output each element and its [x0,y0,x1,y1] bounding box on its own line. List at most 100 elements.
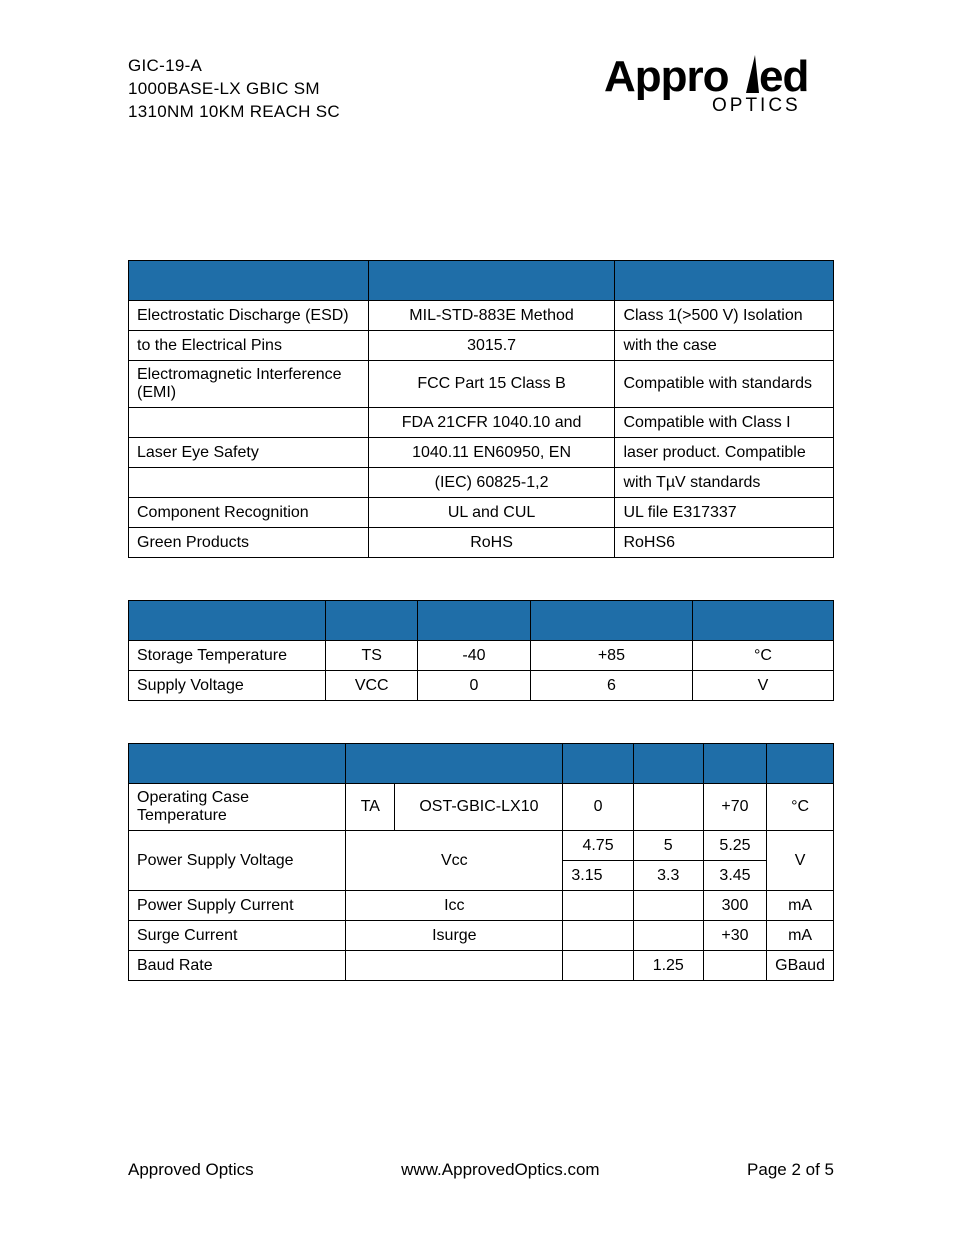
table-header-cell [418,601,531,641]
cell: 300 [703,891,766,921]
page-header: GIC-19-A 1000BASE-LX GBIC SM 1310NM 10KM… [128,55,834,130]
cell [633,891,703,921]
cell: mA [767,921,834,951]
cell: Component Recognition [129,498,369,528]
cell: 3.45 [703,861,766,891]
table-header-cell [633,744,703,784]
cell: with the case [615,331,834,361]
operating-conditions-table: Operating Case Temperature TA OST-GBIC-L… [128,743,834,981]
table-row: Laser Eye Safety1040.11 EN60950, ENlaser… [129,438,834,468]
cell: Class 1(>500 V) Isolation [615,301,834,331]
table-header-row [129,261,834,301]
cell: VCC [326,671,418,701]
cell: 4.75 [563,831,633,861]
cell: 3.3 [633,861,703,891]
table-header-cell [129,261,369,301]
cell: 5.25 [703,831,766,861]
cell [563,891,633,921]
cell: 3015.7 [368,331,615,361]
cell: FCC Part 15 Class B [368,361,615,408]
cell: OST-GBIC-LX10 [395,784,563,831]
cell: +70 [703,784,766,831]
table-header-cell [767,744,834,784]
cell: with TµV standards [615,468,834,498]
cell: 5 [633,831,703,861]
table-header-cell [615,261,834,301]
table-row: to the Electrical Pins3015.7with the cas… [129,331,834,361]
cell: to the Electrical Pins [129,331,369,361]
absolute-max-ratings-table: Storage TemperatureTS-40+85°C Supply Vol… [128,600,834,701]
table-row: Component RecognitionUL and CULUL file E… [129,498,834,528]
cell: RoHS6 [615,528,834,558]
table-row: Green ProductsRoHSRoHS6 [129,528,834,558]
cell: 0 [418,671,531,701]
regulatory-compliance-table: Electrostatic Discharge (ESD)MIL-STD-883… [128,260,834,558]
cell: Electrostatic Discharge (ESD) [129,301,369,331]
cell: Compatible with standards [615,361,834,408]
table-row: (IEC) 60825-1,2with TµV standards [129,468,834,498]
table-header-cell [346,744,563,784]
cell: Storage Temperature [129,641,326,671]
cell: 1040.11 EN60950, EN [368,438,615,468]
cell: MIL-STD-883E Method [368,301,615,331]
product-id-block: GIC-19-A 1000BASE-LX GBIC SM 1310NM 10KM… [128,55,340,124]
cell: Electromagnetic Interference (EMI) [129,361,369,408]
cell: laser product. Compatible [615,438,834,468]
cell: +30 [703,921,766,951]
footer-page-number: Page 2 of 5 [747,1160,834,1180]
table-row: Power Supply Current Icc 300 mA [129,891,834,921]
cell [703,951,766,981]
table-row: Electrostatic Discharge (ESD)MIL-STD-883… [129,301,834,331]
table-row: Electromagnetic Interference (EMI)FCC Pa… [129,361,834,408]
cell [346,951,563,981]
table-row: Power Supply Voltage Vcc 4.75 5 5.25 V [129,831,834,861]
table-row: FDA 21CFR 1040.10 andCompatible with Cla… [129,408,834,438]
cell: °C [692,641,833,671]
svg-text:ed: ed [759,52,808,101]
cell: Operating Case Temperature [129,784,346,831]
table-header-cell [368,261,615,301]
approved-optics-logo: Appro ed OPTICS [604,45,834,130]
cell [563,921,633,951]
table-row: Supply VoltageVCC06V [129,671,834,701]
page-content: GIC-19-A 1000BASE-LX GBIC SM 1310NM 10KM… [0,0,954,981]
cell: Supply Voltage [129,671,326,701]
cell [129,408,369,438]
footer-url: www.ApprovedOptics.com [401,1160,599,1180]
cell: Power Supply Voltage [129,831,346,891]
table-header-cell [129,601,326,641]
table-header-row [129,601,834,641]
cell: V [692,671,833,701]
cell [633,784,703,831]
cell: Power Supply Current [129,891,346,921]
product-code: GIC-19-A [128,55,340,78]
table-header-cell [563,744,633,784]
table-header-cell [692,601,833,641]
cell: Surge Current [129,921,346,951]
table-row: Surge Current Isurge +30 mA [129,921,834,951]
svg-text:OPTICS: OPTICS [712,95,801,116]
cell: Vcc [346,831,563,891]
table-header-row [129,744,834,784]
cell: +85 [530,641,692,671]
cell: (IEC) 60825-1,2 [368,468,615,498]
cell: 1.25 [633,951,703,981]
product-spec: 1310NM 10KM REACH SC [128,101,340,124]
cell [129,468,369,498]
cell: TS [326,641,418,671]
cell: UL and CUL [368,498,615,528]
cell: RoHS [368,528,615,558]
table-header-cell [703,744,766,784]
cell: GBaud [767,951,834,981]
cell: 6 [530,671,692,701]
cell: °C [767,784,834,831]
cell: FDA 21CFR 1040.10 and [368,408,615,438]
cell: 0 [563,784,633,831]
svg-text:Appro: Appro [604,52,729,101]
cell: Isurge [346,921,563,951]
footer-company: Approved Optics [128,1160,254,1180]
table-row: Baud Rate 1.25 GBaud [129,951,834,981]
table-header-cell [530,601,692,641]
cell: Compatible with Class I [615,408,834,438]
cell: Icc [346,891,563,921]
